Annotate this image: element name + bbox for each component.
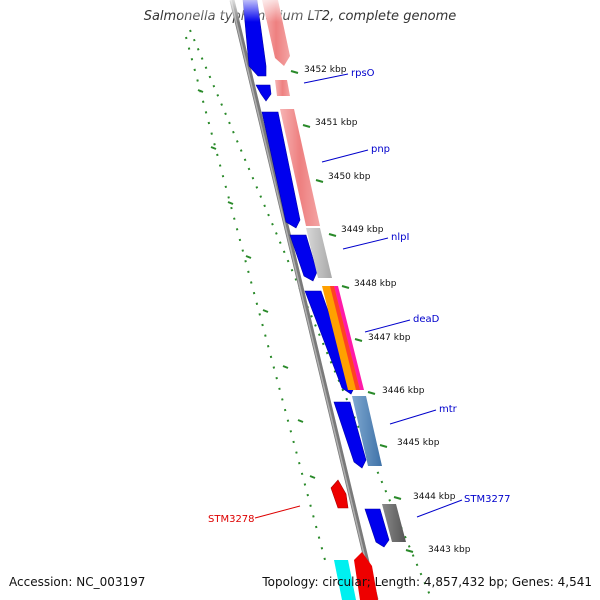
forward-strand-genes bbox=[242, 0, 390, 548]
gene-block bbox=[352, 396, 382, 466]
gene-label-stm3277[interactable]: STM3277 bbox=[464, 494, 511, 505]
kbp-label: 3447 kbp bbox=[368, 333, 411, 343]
gene-block bbox=[289, 234, 318, 282]
gene-label-dead[interactable]: deaD bbox=[413, 314, 440, 325]
gene-block bbox=[275, 80, 290, 96]
gene-block bbox=[261, 111, 301, 229]
gene-label-mtr[interactable]: mtr bbox=[439, 404, 458, 415]
gene-block bbox=[334, 560, 356, 600]
top-fade bbox=[180, 0, 320, 22]
position-ticks bbox=[290, 70, 414, 553]
gene-block bbox=[334, 286, 364, 390]
kbp-label: 3448 kbp bbox=[354, 279, 397, 289]
gene-label-rpso[interactable]: rpsO bbox=[351, 68, 375, 79]
gene-block bbox=[280, 109, 320, 226]
kbp-label: 3445 kbp bbox=[397, 438, 440, 448]
gc-content-track bbox=[185, 29, 433, 600]
kbp-label: 3443 kbp bbox=[428, 545, 471, 555]
kbp-label: 3452 kbp bbox=[304, 65, 347, 75]
genome-backbone bbox=[229, 0, 379, 600]
kbp-label: 3449 kbp bbox=[341, 225, 384, 235]
position-labels: 3452 kbp 3451 kbp 3450 kbp 3449 kbp 3448… bbox=[304, 65, 471, 555]
gene-block bbox=[306, 228, 332, 278]
gene-label-nlpi[interactable]: nlpI bbox=[391, 232, 409, 243]
gene-block bbox=[364, 508, 390, 548]
gene-block bbox=[330, 286, 360, 390]
gene-block bbox=[333, 401, 367, 469]
gene-label-stm3278[interactable]: STM3278 bbox=[208, 514, 255, 525]
gene-labels: rpsO pnp nlpI deaD mtr STM3277 STM3278 bbox=[208, 68, 511, 525]
genome-summary-text: Topology: circular; Length: 4,857,432 bp… bbox=[262, 575, 592, 589]
gene-block bbox=[382, 504, 406, 542]
reverse-strand-genes bbox=[262, 0, 406, 600]
gene-block bbox=[354, 552, 378, 600]
accession-text: Accession: NC_003197 bbox=[9, 575, 146, 589]
kbp-label: 3451 kbp bbox=[315, 118, 358, 128]
kbp-label: 3444 kbp bbox=[413, 492, 456, 502]
gene-label-leaders bbox=[254, 73, 463, 519]
gene-block bbox=[255, 84, 272, 102]
kbp-label: 3446 kbp bbox=[382, 386, 425, 396]
gene-label-pnp[interactable]: pnp bbox=[371, 144, 390, 155]
gene-block bbox=[330, 479, 349, 509]
kbp-label: 3450 kbp bbox=[328, 172, 371, 182]
